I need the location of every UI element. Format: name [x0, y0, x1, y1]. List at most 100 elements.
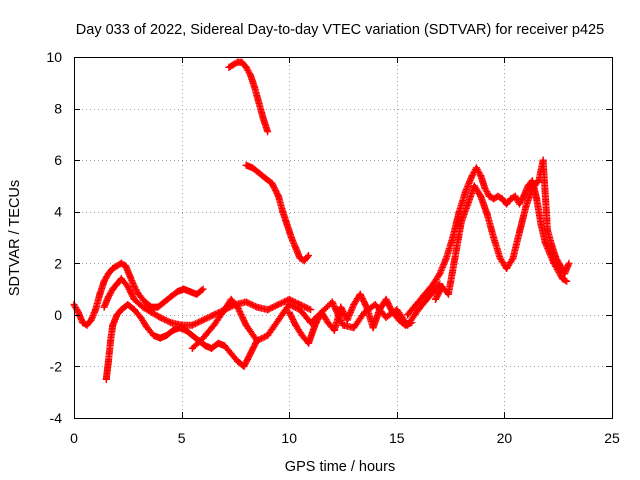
- data-points: [70, 58, 573, 383]
- data-point: [561, 270, 569, 278]
- data-point: [246, 350, 254, 358]
- x-tick-label: 15: [389, 430, 405, 446]
- data-point: [511, 192, 519, 200]
- data-point: [307, 306, 315, 314]
- data-point: [503, 264, 511, 272]
- data-point: [429, 280, 437, 288]
- data-point: [246, 71, 254, 79]
- data-point: [264, 128, 272, 136]
- data-point: [96, 290, 104, 298]
- data-point: [253, 337, 261, 345]
- data-point: [305, 252, 313, 260]
- data-point: [444, 290, 452, 298]
- data-point: [432, 295, 440, 303]
- data-point: [249, 164, 257, 172]
- data-point: [498, 195, 506, 203]
- data-point: [408, 319, 416, 327]
- data-point: [559, 275, 567, 283]
- data-point: [126, 272, 134, 280]
- data-point: [124, 282, 132, 290]
- y-tick-label: -2: [50, 358, 63, 374]
- data-point: [455, 208, 463, 216]
- data-point: [221, 342, 229, 350]
- data-point: [253, 303, 261, 311]
- data-point: [477, 192, 485, 200]
- data-point: [130, 306, 138, 314]
- data-point: [339, 321, 347, 329]
- data-point: [234, 357, 242, 365]
- data-point: [107, 337, 115, 345]
- data-point: [122, 262, 130, 270]
- data-point: [173, 288, 181, 296]
- data-point: [83, 321, 91, 329]
- data-point: [154, 303, 162, 311]
- y-tick-label: 2: [54, 255, 62, 271]
- data-point: [395, 316, 403, 324]
- data-point: [485, 192, 493, 200]
- data-point: [199, 285, 207, 293]
- data-point: [186, 288, 194, 296]
- data-point: [104, 293, 112, 301]
- series-arc-2: [100, 275, 315, 329]
- data-point: [135, 290, 143, 298]
- x-tick-label: 25: [604, 430, 620, 446]
- data-point: [404, 311, 412, 319]
- data-point: [438, 282, 446, 290]
- tick-labels: 0 5 10 15 20 25 -4 -2 0 2 4 6 8 10: [46, 49, 620, 446]
- data-point: [548, 241, 556, 249]
- series-markers: [102, 301, 260, 383]
- data-point: [350, 301, 358, 309]
- data-point: [412, 301, 420, 309]
- data-point: [113, 262, 121, 270]
- data-point: [292, 244, 300, 252]
- data-point: [274, 316, 282, 324]
- data-point: [382, 313, 390, 321]
- data-point: [262, 174, 270, 182]
- data-point: [109, 321, 117, 329]
- data-point: [330, 326, 338, 334]
- data-point: [109, 264, 117, 272]
- data-point: [104, 270, 112, 278]
- data-point: [490, 195, 498, 203]
- data-point: [543, 226, 551, 234]
- data-point: [565, 259, 573, 267]
- data-point: [201, 342, 209, 350]
- data-point: [117, 259, 125, 267]
- data-point: [449, 234, 457, 241]
- data-point: [287, 234, 295, 241]
- data-point: [494, 192, 502, 200]
- data-point: [210, 321, 218, 329]
- data-point: [182, 326, 190, 334]
- data-point: [414, 306, 422, 314]
- series-markers: [188, 281, 443, 352]
- data-point: [100, 303, 108, 311]
- data-point: [522, 203, 530, 211]
- data-point: [225, 63, 233, 71]
- data-point: [462, 187, 470, 195]
- series-arc-9: [432, 156, 573, 303]
- data-point: [563, 277, 571, 285]
- series-arc-6: [242, 161, 313, 265]
- data-point: [285, 301, 293, 309]
- data-point: [141, 298, 149, 306]
- data-point: [221, 306, 229, 314]
- data-point: [251, 84, 259, 92]
- data-point: [283, 221, 291, 229]
- data-point: [528, 185, 536, 193]
- data-point: [117, 275, 125, 283]
- data-point: [87, 316, 95, 324]
- data-point: [468, 172, 476, 180]
- data-point: [210, 311, 218, 319]
- data-point: [539, 156, 547, 164]
- data-point: [238, 58, 246, 66]
- data-point: [388, 308, 396, 316]
- data-point: [175, 324, 183, 332]
- y-tick-label: 10: [46, 49, 62, 65]
- data-point: [457, 218, 465, 226]
- data-point: [533, 195, 541, 203]
- data-point: [442, 254, 450, 262]
- data-point: [528, 177, 536, 185]
- data-point: [180, 285, 188, 293]
- data-point: [483, 210, 491, 218]
